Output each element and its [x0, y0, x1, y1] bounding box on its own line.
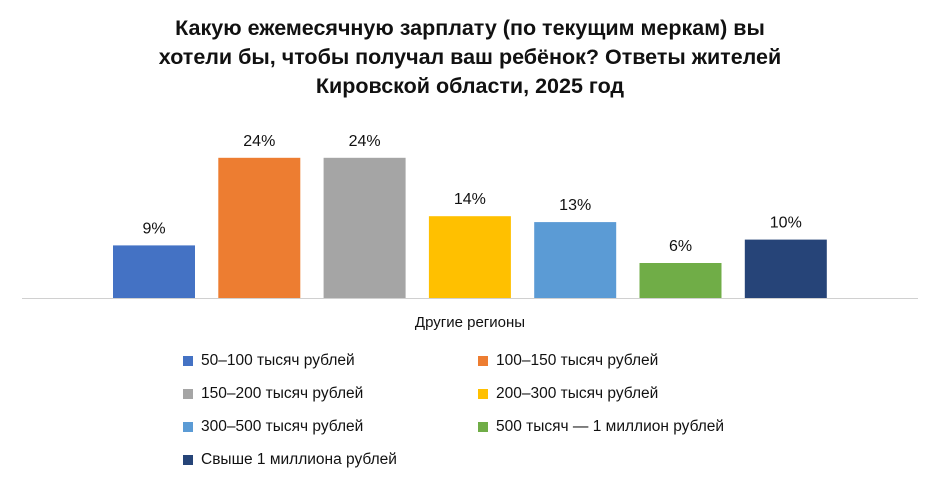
data-label-4: 14% [454, 191, 486, 208]
legend-item-6: 500 тысяч — 1 миллион рублей [478, 416, 724, 438]
bar-2 [218, 157, 301, 298]
legend-item-3: 150–200 тысяч рублей [183, 383, 363, 405]
data-label-7: 10% [770, 215, 802, 232]
legend-swatch [183, 422, 193, 432]
legend-swatch [183, 389, 193, 399]
legend-label: 150–200 тысяч рублей [201, 385, 364, 402]
bar-3 [323, 157, 406, 298]
legend-label: Свыше 1 миллиона рублей [201, 451, 397, 468]
legend-item-1: 50–100 тысяч рублей [183, 350, 355, 372]
legend-swatch [478, 356, 488, 366]
data-label-2: 24% [243, 133, 275, 150]
x-category-label: Другие регионы [414, 314, 526, 331]
bar-4 [428, 216, 511, 298]
legend-item-4: 200–300 тысяч рублей [478, 383, 658, 405]
bar-1 [113, 245, 195, 298]
data-label-5: 13% [559, 197, 591, 214]
legend-label: 300–500 тысяч рублей [201, 418, 364, 435]
bar-6 [639, 263, 722, 298]
legend-label: 500 тысяч — 1 миллион рублей [496, 418, 725, 435]
legend-swatch [478, 422, 488, 432]
legend-item-2: 100–150 тысяч рублей [478, 350, 658, 372]
legend-swatch [183, 455, 193, 465]
chart-title-line-3: Кировской области, 2025 год [315, 74, 625, 98]
legend-swatch [183, 356, 193, 366]
bar-7 [744, 239, 827, 298]
bar-5 [534, 222, 617, 298]
legend-item-5: 300–500 тысяч рублей [183, 416, 363, 438]
chart-title-line-1: Какую ежемесячную зарплату (по текущим м… [175, 16, 765, 40]
data-label-1: 9% [142, 220, 165, 237]
legend-label: 50–100 тысяч рублей [201, 352, 355, 369]
chart-title-line-2: хотели бы, чтобы получал ваш ребёнок? От… [158, 45, 782, 69]
legend-label: 200–300 тысяч рублей [496, 385, 659, 402]
data-label-3: 24% [349, 133, 381, 150]
data-label-6: 6% [669, 238, 692, 255]
chart-title: Какую ежемесячную зарплату (по текущим м… [0, 14, 940, 101]
legend-item-7: Свыше 1 миллиона рублей [183, 449, 397, 471]
legend-label: 100–150 тысяч рублей [496, 352, 659, 369]
legend-swatch [478, 389, 488, 399]
